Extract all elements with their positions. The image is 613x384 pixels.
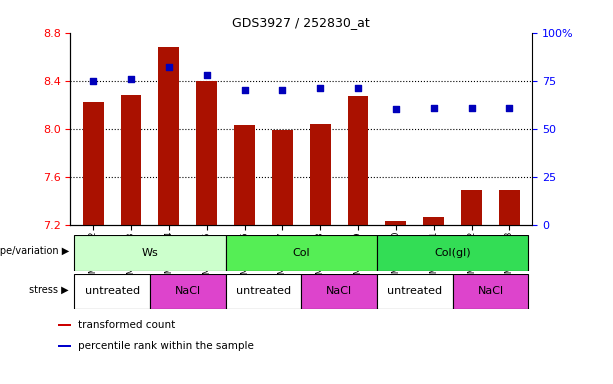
Bar (58, 324, 70, 326)
Bar (159, 47, 179, 225)
Text: stress ▶: stress ▶ (29, 285, 69, 295)
Bar (424, 217, 444, 225)
Point (164, 64, 173, 70)
Text: NaCl: NaCl (326, 286, 352, 296)
Text: Col: Col (292, 248, 310, 258)
Bar (74, 274, 150, 309)
Point (126, 76, 136, 82)
Bar (310, 124, 330, 225)
Point (391, 106, 401, 113)
Point (88, 78, 98, 84)
Bar (377, 274, 452, 309)
Text: untreated: untreated (85, 286, 140, 296)
Bar (302, 274, 377, 309)
Bar (83, 102, 104, 225)
Point (240, 87, 249, 93)
Text: NaCl: NaCl (478, 286, 503, 296)
Bar (234, 125, 255, 225)
Point (504, 104, 514, 111)
Text: Col(gl): Col(gl) (435, 248, 471, 258)
Bar (74, 235, 226, 271)
Bar (377, 235, 528, 271)
Text: Ws: Ws (142, 248, 158, 258)
Text: NaCl: NaCl (175, 286, 201, 296)
Bar (58, 345, 70, 347)
Bar (196, 81, 217, 225)
Point (429, 104, 439, 111)
Text: transformed count: transformed count (78, 320, 175, 330)
Point (202, 72, 211, 78)
Text: percentile rank within the sample: percentile rank within the sample (78, 341, 254, 351)
Point (353, 85, 363, 91)
Text: GDS3927 / 252830_at: GDS3927 / 252830_at (232, 16, 370, 29)
Text: untreated: untreated (236, 286, 291, 296)
Text: untreated: untreated (387, 286, 443, 296)
Text: genotype/variation ▶: genotype/variation ▶ (0, 246, 69, 256)
Bar (226, 235, 377, 271)
Point (466, 104, 476, 111)
Bar (348, 96, 368, 225)
Bar (121, 95, 142, 225)
Bar (452, 274, 528, 309)
Point (278, 87, 287, 93)
Bar (386, 221, 406, 225)
Bar (499, 190, 520, 225)
Bar (150, 274, 226, 309)
Bar (461, 190, 482, 225)
Bar (272, 130, 293, 225)
Point (315, 85, 325, 91)
Bar (226, 274, 302, 309)
